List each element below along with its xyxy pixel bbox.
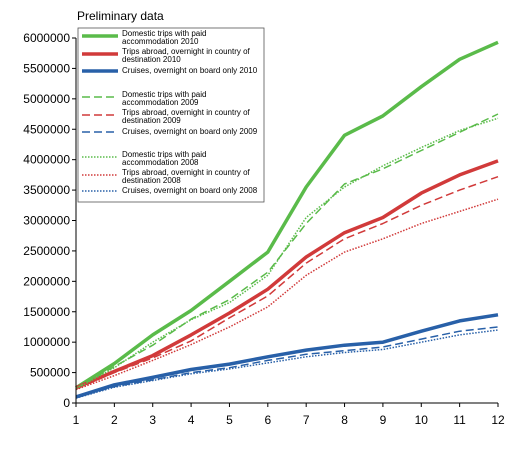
legend-label: Trips abroad, overnight in country of (122, 108, 251, 117)
x-tick-label: 7 (303, 413, 310, 427)
x-tick-label: 2 (111, 413, 118, 427)
x-tick-label: 3 (149, 413, 156, 427)
legend-label: Cruises, overnight on board only 2010 (122, 66, 258, 75)
series-line (75, 159, 499, 390)
series-line (75, 117, 499, 390)
x-tick-label: 8 (341, 413, 348, 427)
series-line (75, 113, 499, 390)
y-tick-label: 0 (63, 396, 70, 410)
y-tick-label: 6000000 (23, 31, 70, 45)
legend-label: Domestic trips with paid (122, 90, 206, 99)
chart-title: Preliminary data (77, 9, 164, 23)
legend-label: destination 2010 (122, 55, 181, 64)
x-tick-label: 9 (380, 413, 387, 427)
y-tick-label: 1500000 (23, 305, 70, 319)
legend-label: Trips abroad, overnight in country of (122, 168, 251, 177)
legend-label: Cruises, overnight on board only 2009 (122, 127, 258, 136)
x-tick-label: 4 (188, 413, 195, 427)
legend-label: Trips abroad, overnight in country of (122, 47, 251, 56)
legend-label: Cruises, overnight on board only 2008 (122, 186, 258, 195)
legend-label: accommodation 2008 (122, 158, 199, 167)
y-tick-label: 5000000 (23, 92, 70, 106)
legend-label: accommodation 2009 (122, 98, 199, 107)
y-tick-label: 4500000 (23, 122, 70, 136)
y-tick-label: 2000000 (23, 274, 70, 288)
y-tick-label: 3500000 (23, 183, 70, 197)
y-tick-label: 3000000 (23, 214, 70, 228)
series-line (75, 198, 499, 391)
x-tick-label: 11 (453, 413, 466, 427)
legend-label: Domestic trips with paid (122, 29, 206, 38)
x-tick-label: 12 (491, 413, 505, 427)
y-tick-label: 4000000 (23, 153, 70, 167)
series-line (75, 313, 499, 399)
y-tick-label: 500000 (30, 366, 70, 380)
series-line (75, 329, 499, 399)
y-tick-label: 2500000 (23, 244, 70, 258)
legend-label: destination 2009 (122, 116, 181, 125)
axes: 0 500000 1000000 1500000 2000000 2500000 30000… (23, 31, 505, 427)
series-line (75, 175, 499, 390)
series-lines (75, 40, 499, 399)
legend-label: Domestic trips with paid (122, 150, 206, 159)
legend-label: accommodation 2010 (122, 37, 199, 46)
y-tick-label: 1000000 (23, 335, 70, 349)
x-tick-label: 10 (415, 413, 429, 427)
legend-label: destination 2008 (122, 176, 181, 185)
y-tick-label: 5500000 (23, 61, 70, 75)
series-line (75, 40, 499, 390)
x-tick-label: 5 (226, 413, 233, 427)
x-tick-label: 1 (73, 413, 80, 427)
x-tick-label: 6 (264, 413, 271, 427)
